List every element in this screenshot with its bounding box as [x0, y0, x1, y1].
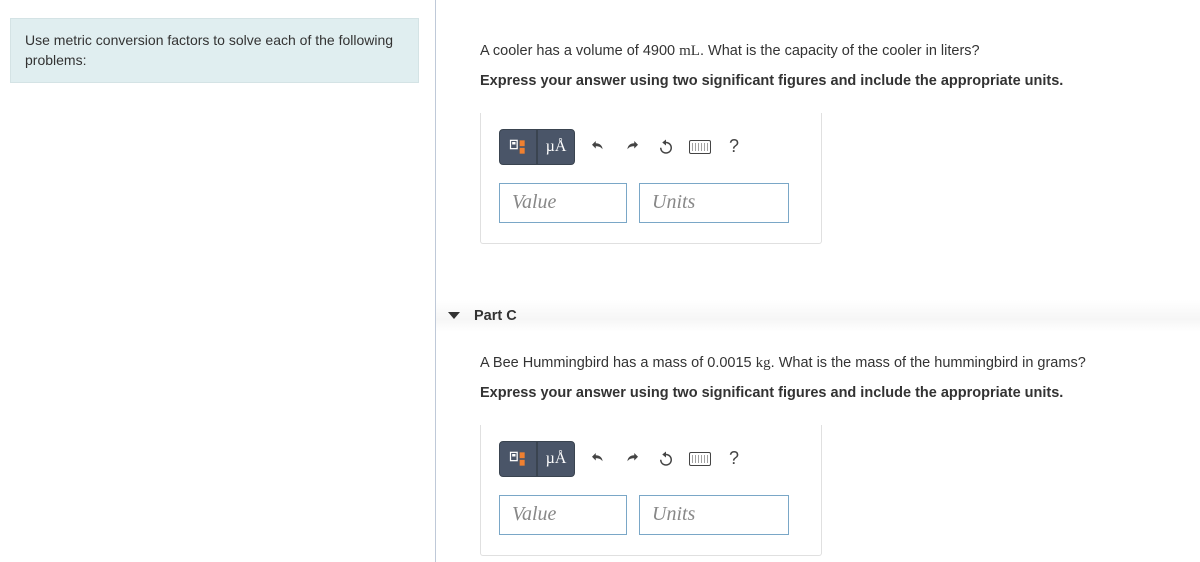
part-b-answer-panel: µÅ: [480, 113, 822, 244]
instructions-box: Use metric conversion factors to solve e…: [10, 18, 419, 83]
page-layout: Use metric conversion factors to solve e…: [0, 0, 1200, 562]
value-placeholder: Value: [512, 503, 556, 526]
keyboard-icon: [689, 452, 711, 466]
undo-button[interactable]: [581, 441, 615, 477]
redo-icon: [623, 450, 641, 468]
undo-icon: [589, 138, 607, 156]
value-input[interactable]: Value: [499, 495, 627, 535]
reset-button[interactable]: [649, 129, 683, 165]
part-c-inputs: Value Units: [499, 495, 803, 535]
undo-button[interactable]: [581, 129, 615, 165]
part-b-q-unit: mL: [679, 43, 700, 59]
templates-icon: [508, 449, 528, 469]
redo-icon: [623, 138, 641, 156]
keyboard-icon: [689, 140, 711, 154]
keyboard-button[interactable]: [683, 129, 717, 165]
part-b-instruction: Express your answer using two significan…: [480, 73, 1200, 89]
reset-icon: [657, 450, 675, 468]
help-label: ?: [729, 448, 739, 469]
redo-button[interactable]: [615, 441, 649, 477]
part-c-header[interactable]: Part C: [436, 300, 1200, 332]
units-input[interactable]: Units: [639, 495, 789, 535]
part-c-title: Part C: [474, 308, 517, 324]
part-c-toolbar: µÅ: [499, 441, 803, 477]
keyboard-button[interactable]: [683, 441, 717, 477]
caret-down-icon: [448, 312, 460, 319]
units-input[interactable]: Units: [639, 183, 789, 223]
help-button[interactable]: ?: [717, 441, 751, 477]
part-c-instruction: Express your answer using two significan…: [480, 385, 1200, 401]
value-input[interactable]: Value: [499, 183, 627, 223]
templates-button[interactable]: [499, 129, 537, 165]
reset-icon: [657, 138, 675, 156]
help-button[interactable]: ?: [717, 129, 751, 165]
help-label: ?: [729, 136, 739, 157]
part-c-answer-panel: µÅ: [480, 425, 822, 556]
part-b-toolbar: µÅ: [499, 129, 803, 165]
part-c-q-unit: kg: [756, 355, 771, 371]
mu-angstrom-label: µÅ: [546, 450, 567, 468]
templates-button[interactable]: [499, 441, 537, 477]
templates-icon: [508, 137, 528, 157]
left-column: Use metric conversion factors to solve e…: [0, 0, 436, 562]
units-placeholder: Units: [652, 503, 695, 526]
part-b-inputs: Value Units: [499, 183, 803, 223]
reset-button[interactable]: [649, 441, 683, 477]
units-placeholder: Units: [652, 191, 695, 214]
part-b-q-prefix: A cooler has a volume of 4900: [480, 43, 679, 59]
redo-button[interactable]: [615, 129, 649, 165]
part-c-block: A Bee Hummingbird has a mass of 0.0015 k…: [436, 332, 1200, 556]
part-b-block: A cooler has a volume of 4900 mL. What i…: [436, 0, 1200, 244]
part-b-question: A cooler has a volume of 4900 mL. What i…: [480, 40, 1200, 63]
part-b-q-suffix: . What is the capacity of the cooler in …: [700, 43, 980, 59]
instructions-text: Use metric conversion factors to solve e…: [25, 32, 393, 68]
right-column: A cooler has a volume of 4900 mL. What i…: [436, 0, 1200, 562]
part-c-q-suffix: . What is the mass of the hummingbird in…: [771, 355, 1086, 371]
undo-icon: [589, 450, 607, 468]
part-c-q-prefix: A Bee Hummingbird has a mass of 0.0015: [480, 355, 756, 371]
part-c-question: A Bee Hummingbird has a mass of 0.0015 k…: [480, 352, 1200, 375]
special-chars-button[interactable]: µÅ: [537, 129, 575, 165]
special-chars-button[interactable]: µÅ: [537, 441, 575, 477]
mu-angstrom-label: µÅ: [546, 138, 567, 156]
value-placeholder: Value: [512, 191, 556, 214]
